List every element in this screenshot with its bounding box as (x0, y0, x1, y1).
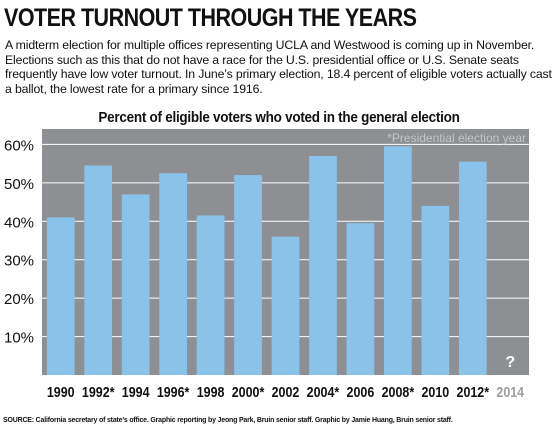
bar-1996-presidential (159, 173, 187, 375)
bars (46, 146, 487, 375)
y-tick-label: 30% (4, 253, 34, 270)
bar-2012-presidential (458, 161, 487, 375)
y-tick-label: 10% (4, 330, 34, 347)
x-tick-label: 1992* (82, 384, 115, 400)
y-tick-label: 20% (4, 291, 34, 308)
headline: VOTER TURNOUT THROUGH THE YEARS (4, 4, 417, 32)
x-tick-label: 1996* (157, 384, 190, 400)
source-credit: SOURCE: California secretary of state’s … (3, 415, 453, 424)
x-tick-label: 2014 (496, 384, 524, 400)
y-tick-label: 50% (4, 176, 34, 193)
bar-2008-presidential (384, 146, 412, 375)
bar-2006 (346, 223, 375, 375)
x-tick-label: 2004* (307, 384, 340, 400)
bar-1990 (46, 217, 75, 375)
bar-1994 (121, 194, 150, 375)
x-tick-label: 1994 (122, 384, 150, 400)
x-tick-label: 2008* (382, 384, 415, 400)
x-axis-ticks: 1990 1992* 1994 1996* 1998 2000* 2002 2004* 2006… (47, 384, 525, 400)
x-tick-label: 2000* (232, 384, 265, 400)
y-tick-label: 40% (4, 214, 34, 231)
x-tick-label: 2010 (421, 384, 449, 400)
bar-2000-presidential (234, 175, 262, 375)
x-tick-label: 1998 (197, 384, 225, 400)
bar-1998 (196, 215, 225, 375)
presidential-year-note: *Presidential election year (387, 131, 526, 145)
x-tick-label: 2002 (272, 384, 300, 400)
pending-value-label: ? (505, 354, 515, 371)
x-tick-label: 2006 (347, 384, 375, 400)
bar-2002 (271, 236, 300, 375)
chart-title: Percent of eligible voters who voted in … (98, 109, 460, 126)
bar-1992-presidential (84, 165, 113, 375)
x-tick-label: 1990 (47, 384, 75, 400)
bar-2004-presidential (309, 155, 337, 375)
y-axis-ticks: 10% 20% 30% 40% 50% 60% (4, 137, 34, 346)
y-tick-label: 60% (4, 137, 34, 154)
bar-2010 (421, 205, 450, 375)
x-tick-label: 2012* (457, 384, 490, 400)
intro-paragraph: A midterm election for multiple offices … (5, 38, 552, 96)
